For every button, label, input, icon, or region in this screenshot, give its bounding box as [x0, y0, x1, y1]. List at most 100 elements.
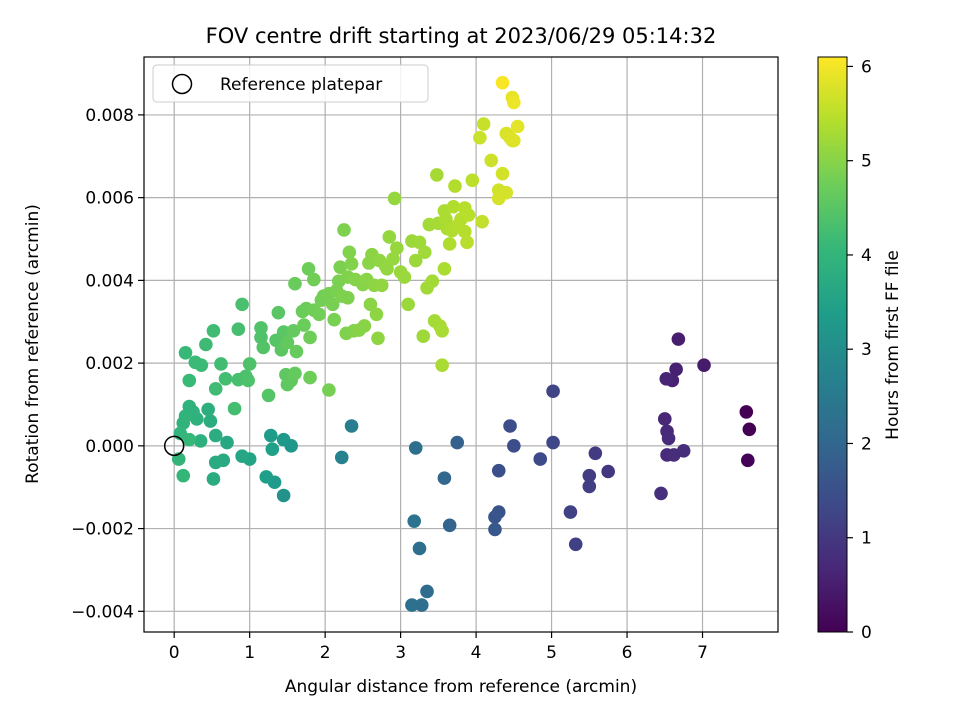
reference-platepar-marker	[163, 435, 185, 457]
data-point	[437, 261, 452, 276]
data-point	[374, 278, 389, 293]
data-point	[491, 463, 506, 478]
data-point	[176, 416, 191, 430]
data-point	[414, 598, 429, 612]
x-tick-label: 3	[395, 643, 406, 663]
data-point	[220, 435, 234, 450]
chart-title: FOV centre drift starting at 2023/06/29 …	[206, 24, 717, 48]
data-point	[276, 432, 291, 447]
data-point	[259, 470, 274, 484]
legend-box	[152, 64, 429, 103]
data-point	[435, 358, 449, 372]
data-point	[256, 340, 271, 355]
y-tick-label: 0.008	[85, 106, 134, 126]
data-point	[460, 235, 474, 250]
data-point	[261, 388, 276, 403]
data-point	[288, 276, 302, 291]
x-axis-label: Angular distance from reference (arcmin)	[285, 677, 637, 697]
reference-marker-group	[163, 435, 185, 457]
data-point	[408, 441, 423, 455]
data-point	[507, 439, 521, 453]
x-tick-label: 1	[244, 643, 255, 663]
data-point	[437, 471, 452, 485]
data-point	[742, 422, 757, 437]
data-point	[488, 522, 502, 537]
data-point	[446, 199, 461, 214]
data-point	[325, 297, 340, 312]
data-point	[265, 442, 280, 456]
data-point	[280, 335, 295, 350]
y-tick-label: 0.004	[85, 271, 134, 291]
data-point	[201, 402, 215, 417]
data-point	[457, 224, 472, 239]
data-point	[390, 241, 404, 255]
data-point	[488, 510, 502, 524]
data-point	[533, 452, 548, 466]
data-point	[739, 405, 754, 419]
x-tick-label: 7	[697, 643, 708, 663]
data-point	[301, 261, 316, 276]
colorbar: 0 1 2 3 4 5 6 Hours from first FF file	[817, 56, 903, 643]
data-point	[286, 324, 301, 338]
data-point	[495, 166, 510, 181]
data-point	[193, 434, 208, 448]
data-point	[412, 541, 427, 556]
data-point	[264, 428, 278, 443]
data-point	[676, 444, 691, 458]
data-point	[416, 329, 431, 344]
data-point	[546, 384, 560, 399]
data-point	[312, 307, 326, 322]
data-point	[582, 479, 597, 494]
data-point	[588, 446, 603, 461]
data-point	[289, 344, 304, 359]
data-point	[491, 191, 506, 206]
data-point	[397, 270, 412, 284]
data-point	[669, 362, 683, 377]
y-tick-label: −0.002	[71, 520, 134, 540]
colorbar-tick-label: 4	[861, 246, 872, 266]
y-tick-label: 0.000	[85, 437, 134, 457]
data-point	[303, 370, 317, 385]
data-point	[563, 505, 578, 519]
y-axis-ticks: −0.004 −0.002 0.000 0.002 0.004 0.006 0.008	[71, 106, 144, 622]
legend-label: Reference platepar	[220, 75, 382, 95]
data-point	[357, 319, 372, 333]
data-point	[218, 372, 233, 386]
data-point	[503, 419, 517, 433]
data-point	[420, 584, 434, 599]
data-point	[425, 274, 440, 289]
data-point	[334, 450, 349, 465]
data-point	[178, 345, 193, 360]
legend: Reference platepar	[152, 64, 429, 103]
colorbar-label: Hours from first FF file	[883, 250, 903, 440]
data-point	[342, 245, 357, 260]
data-point	[450, 435, 465, 450]
data-point	[303, 330, 317, 345]
data-point	[344, 257, 359, 271]
data-point	[387, 191, 402, 206]
data-point	[654, 486, 668, 501]
data-point	[327, 312, 342, 327]
colorbar-tick-label: 1	[861, 529, 872, 549]
data-point	[417, 245, 432, 260]
data-point	[241, 373, 255, 388]
data-point	[242, 357, 257, 371]
y-tick-label: 0.006	[85, 189, 134, 209]
data-point	[208, 455, 223, 470]
x-tick-label: 4	[471, 643, 482, 663]
data-point	[297, 318, 311, 332]
data-points	[171, 75, 757, 612]
data-point	[176, 468, 191, 483]
data-point	[601, 464, 615, 479]
data-point	[476, 117, 491, 131]
y-tick-label: −0.004	[71, 602, 134, 622]
data-point	[203, 414, 218, 428]
data-point	[307, 272, 321, 287]
data-point	[208, 428, 223, 443]
data-point	[276, 488, 291, 503]
data-point	[235, 297, 249, 312]
data-point	[657, 412, 672, 426]
data-point	[227, 401, 242, 416]
data-point	[484, 153, 498, 168]
data-point	[546, 435, 560, 450]
